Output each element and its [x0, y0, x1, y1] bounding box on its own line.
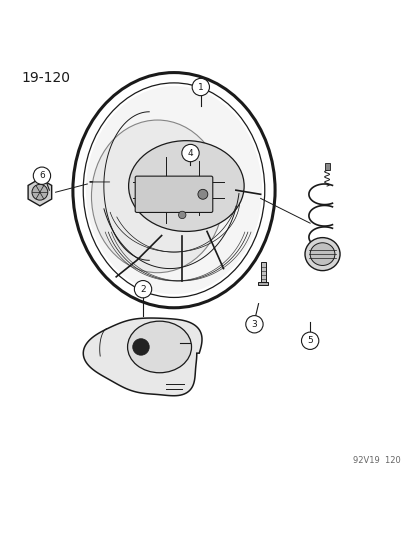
Text: 1: 1 — [197, 83, 203, 92]
Text: 2: 2 — [140, 285, 145, 294]
Circle shape — [181, 144, 199, 161]
Text: 6: 6 — [39, 171, 45, 180]
Circle shape — [301, 332, 318, 350]
Ellipse shape — [309, 243, 334, 265]
Ellipse shape — [127, 321, 191, 373]
Ellipse shape — [86, 86, 261, 294]
Ellipse shape — [304, 238, 339, 271]
Polygon shape — [83, 318, 202, 395]
Wedge shape — [133, 338, 149, 355]
Circle shape — [32, 184, 47, 200]
Ellipse shape — [128, 141, 244, 231]
Polygon shape — [258, 282, 268, 285]
Ellipse shape — [83, 83, 264, 297]
Ellipse shape — [91, 120, 223, 273]
Circle shape — [245, 316, 263, 333]
Polygon shape — [260, 262, 265, 282]
Circle shape — [178, 211, 185, 219]
Circle shape — [192, 78, 209, 96]
Circle shape — [33, 167, 50, 184]
Polygon shape — [28, 179, 52, 206]
Polygon shape — [324, 163, 329, 169]
Text: 3: 3 — [251, 320, 257, 329]
Circle shape — [134, 280, 151, 298]
FancyBboxPatch shape — [135, 176, 212, 213]
Text: 4: 4 — [187, 149, 193, 158]
Text: 19-120: 19-120 — [21, 70, 70, 85]
Circle shape — [197, 189, 207, 199]
Text: 5: 5 — [306, 336, 312, 345]
Text: 92V19  120: 92V19 120 — [352, 456, 400, 465]
